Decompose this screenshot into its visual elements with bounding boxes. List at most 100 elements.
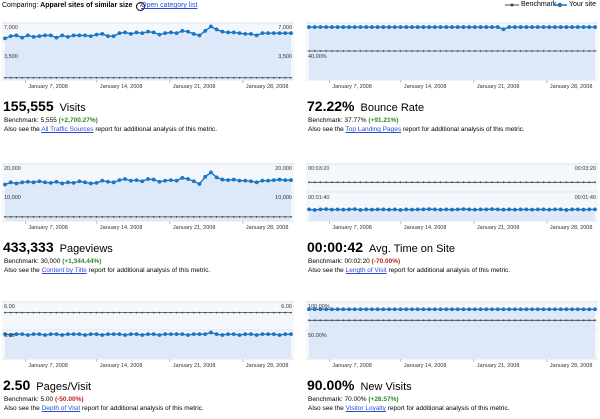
benchmark-data-point[interactable] <box>232 76 235 79</box>
benchmark-data-point[interactable] <box>72 215 75 218</box>
site-data-point[interactable] <box>237 178 242 183</box>
site-data-point[interactable] <box>581 25 586 29</box>
benchmark-data-point[interactable] <box>78 76 81 79</box>
benchmark-data-point[interactable] <box>158 76 161 79</box>
benchmark-data-point[interactable] <box>164 76 167 79</box>
benchmark-data-point[interactable] <box>319 181 322 184</box>
benchmark-data-point[interactable] <box>272 76 275 79</box>
site-data-point[interactable] <box>249 179 253 184</box>
benchmark-data-point[interactable] <box>382 181 385 184</box>
benchmark-data-point[interactable] <box>238 76 241 79</box>
benchmark-data-point[interactable] <box>416 50 419 52</box>
site-data-point[interactable] <box>3 332 7 337</box>
benchmark-data-point[interactable] <box>548 181 551 184</box>
site-data-point[interactable] <box>501 207 506 212</box>
benchmark-data-point[interactable] <box>559 50 562 52</box>
benchmark-data-point[interactable] <box>49 311 52 314</box>
site-data-point[interactable] <box>370 307 374 312</box>
benchmark-data-point[interactable] <box>204 311 207 314</box>
site-data-point[interactable] <box>530 207 534 212</box>
site-data-point[interactable] <box>71 33 76 38</box>
site-data-point[interactable] <box>277 31 282 36</box>
site-data-point[interactable] <box>237 31 242 36</box>
site-data-point[interactable] <box>381 25 386 29</box>
site-data-point[interactable] <box>329 25 334 29</box>
site-data-point[interactable] <box>88 332 93 337</box>
benchmark-data-point[interactable] <box>112 311 115 314</box>
benchmark-data-point[interactable] <box>325 181 328 184</box>
site-data-point[interactable] <box>507 307 512 312</box>
benchmark-data-point[interactable] <box>181 311 184 314</box>
site-data-point[interactable] <box>83 333 87 337</box>
site-data-point[interactable] <box>157 179 162 184</box>
site-data-point[interactable] <box>197 182 202 186</box>
benchmark-data-point[interactable] <box>594 50 596 52</box>
benchmark-data-point[interactable] <box>255 215 258 218</box>
site-data-point[interactable] <box>94 180 99 185</box>
benchmark-data-point[interactable] <box>405 319 408 322</box>
benchmark-data-point[interactable] <box>135 311 138 314</box>
site-data-point[interactable] <box>14 181 19 186</box>
benchmark-data-point[interactable] <box>336 319 339 322</box>
benchmark-data-point[interactable] <box>582 319 585 322</box>
site-data-point[interactable] <box>490 207 494 212</box>
benchmark-data-point[interactable] <box>238 311 241 314</box>
benchmark-data-point[interactable] <box>38 215 41 218</box>
benchmark-data-point[interactable] <box>313 319 316 322</box>
site-data-point[interactable] <box>226 30 230 35</box>
benchmark-data-point[interactable] <box>198 215 201 218</box>
site-data-point[interactable] <box>404 25 409 29</box>
report-link[interactable]: Length of Visit <box>345 267 387 274</box>
benchmark-data-point[interactable] <box>548 50 551 52</box>
benchmark-data-point[interactable] <box>284 76 287 79</box>
site-data-point[interactable] <box>54 35 59 40</box>
site-data-point[interactable] <box>8 34 13 39</box>
benchmark-data-point[interactable] <box>473 50 476 52</box>
site-data-point[interactable] <box>352 25 357 29</box>
benchmark-data-point[interactable] <box>365 50 368 52</box>
site-data-point[interactable] <box>415 25 420 29</box>
site-data-point[interactable] <box>530 307 534 312</box>
site-data-point[interactable] <box>387 307 391 312</box>
site-data-point[interactable] <box>54 332 59 337</box>
benchmark-data-point[interactable] <box>485 181 488 184</box>
site-data-point[interactable] <box>48 180 53 185</box>
site-data-point[interactable] <box>535 207 540 212</box>
site-data-point[interactable] <box>524 307 529 312</box>
site-data-point[interactable] <box>283 178 288 183</box>
site-data-point[interactable] <box>427 25 432 29</box>
benchmark-data-point[interactable] <box>38 311 41 314</box>
benchmark-data-point[interactable] <box>21 76 24 79</box>
benchmark-data-point[interactable] <box>371 319 373 322</box>
site-data-point[interactable] <box>260 31 265 36</box>
site-data-point[interactable] <box>558 25 563 29</box>
site-data-point[interactable] <box>535 25 540 29</box>
benchmark-data-point[interactable] <box>353 181 356 184</box>
benchmark-data-point[interactable] <box>485 50 488 52</box>
site-data-point[interactable] <box>134 30 139 35</box>
site-data-point[interactable] <box>450 307 454 312</box>
benchmark-data-point[interactable] <box>542 319 545 322</box>
site-data-point[interactable] <box>484 25 489 29</box>
site-data-point[interactable] <box>404 307 409 312</box>
site-data-point[interactable] <box>254 180 259 185</box>
site-data-point[interactable] <box>191 332 196 337</box>
benchmark-data-point[interactable] <box>542 181 545 184</box>
site-data-point[interactable] <box>226 332 230 337</box>
benchmark-data-point[interactable] <box>462 181 465 184</box>
site-data-point[interactable] <box>575 307 580 312</box>
site-data-point[interactable] <box>421 307 426 312</box>
site-data-point[interactable] <box>157 32 162 37</box>
site-data-point[interactable] <box>220 177 225 182</box>
benchmark-data-point[interactable] <box>147 76 149 79</box>
benchmark-data-point[interactable] <box>141 311 144 314</box>
site-data-point[interactable] <box>467 207 472 212</box>
site-data-point[interactable] <box>25 333 30 337</box>
benchmark-data-point[interactable] <box>84 215 86 218</box>
site-data-point[interactable] <box>484 207 489 212</box>
site-data-point[interactable] <box>495 207 500 212</box>
site-data-point[interactable] <box>180 332 185 337</box>
benchmark-data-point[interactable] <box>78 311 81 314</box>
benchmark-data-point[interactable] <box>502 181 505 184</box>
site-data-point[interactable] <box>513 25 517 29</box>
